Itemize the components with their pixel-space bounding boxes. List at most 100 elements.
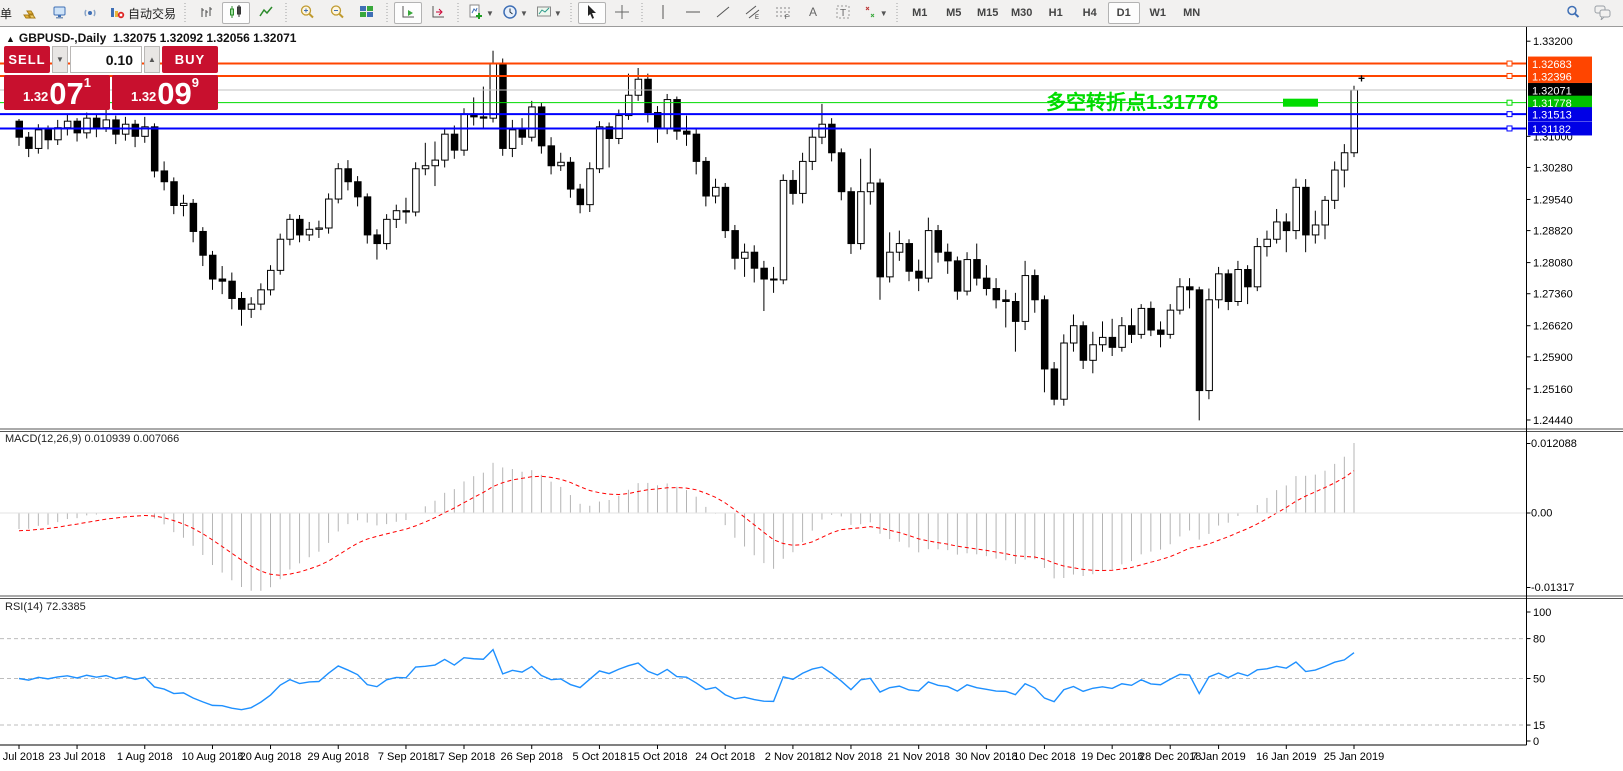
vertical-line-button[interactable]: [649, 2, 677, 24]
sell-price-prefix: 1.32: [22, 89, 49, 104]
tab-period-w1[interactable]: W1: [1149, 7, 1166, 19]
search-button[interactable]: [1559, 2, 1587, 24]
chat-button[interactable]: [1589, 2, 1617, 24]
tab-period-m1[interactable]: M1: [912, 7, 928, 19]
price-chart-canvas[interactable]: +1.332001.310001.302801.295401.288201.28…: [0, 27, 1623, 771]
arrows-icon: [862, 4, 878, 23]
hline-handle[interactable]: [1506, 60, 1513, 67]
hline-handle[interactable]: [1506, 111, 1513, 118]
candle-body: [189, 202, 198, 232]
gold-icon-button[interactable]: [16, 2, 44, 24]
candle-body: [441, 133, 449, 161]
candle-body: [605, 126, 614, 139]
date-axis-label: 21 Nov 2018: [887, 751, 949, 763]
tab-period-mn[interactable]: MN: [1183, 7, 1201, 19]
date-axis-label: 3 Jul 2018: [0, 751, 44, 763]
candlestick-chart-button[interactable]: [222, 2, 251, 24]
candle-body: [770, 278, 778, 281]
candle-body: [1292, 186, 1300, 232]
autotrading-button[interactable]: 自动交易: [106, 2, 179, 24]
candle-body: [1011, 301, 1020, 322]
candle-body: [112, 119, 120, 135]
candle-body: [1350, 89, 1359, 154]
candle-body: [1253, 246, 1262, 288]
tab-period-d1[interactable]: D1: [1107, 2, 1140, 24]
arrows-button[interactable]: ▼: [859, 2, 891, 24]
tab-period-h1[interactable]: H1: [1048, 7, 1063, 19]
sell-button[interactable]: SELL: [4, 46, 50, 73]
price-axis-tick: 1.26620: [1533, 321, 1573, 333]
cursor-button[interactable]: [577, 2, 606, 24]
search-icon: [1565, 4, 1581, 23]
candle-body: [1205, 299, 1213, 392]
candle-body: [344, 168, 352, 183]
candle-body: [905, 243, 914, 272]
tab-period-h4[interactable]: H4: [1082, 7, 1097, 19]
new-order-button-partial[interactable]: 单: [0, 6, 13, 21]
volume-step-up[interactable]: ▲: [144, 46, 160, 73]
arrows-dropdown-caret[interactable]: ▼: [879, 8, 888, 18]
tab-period-m15[interactable]: M15: [977, 7, 999, 19]
candle-body: [808, 136, 817, 162]
price-axis-tick: 1.28820: [1533, 226, 1573, 238]
tab-period-m30[interactable]: M30: [1011, 7, 1033, 19]
periods-dropdown-caret[interactable]: ▼: [519, 8, 528, 18]
candle-body: [828, 123, 836, 154]
candle-body: [799, 160, 807, 194]
price-axis-tick: 1.24440: [1533, 415, 1573, 427]
crosshair-button[interactable]: [608, 2, 636, 24]
candle-body: [1166, 309, 1175, 335]
trendline-button[interactable]: [709, 2, 737, 24]
candle-body: [731, 230, 739, 259]
chart-symbol-period: GBPUSD-,Daily: [18, 31, 107, 45]
turning-point-annotation[interactable]: 多空转折点1.31778: [1046, 92, 1219, 114]
periods-button[interactable]: ▼: [499, 2, 531, 24]
toolbar-grip: [182, 3, 190, 23]
indicators-dropdown-caret[interactable]: ▼: [486, 8, 494, 18]
hline-handle[interactable]: [1506, 99, 1513, 106]
hline-handle[interactable]: [1506, 72, 1513, 79]
volume-input[interactable]: 0.10: [70, 46, 142, 73]
templates-dropdown-caret[interactable]: ▼: [553, 8, 562, 18]
candle-body: [634, 78, 643, 96]
candle-body: [228, 280, 236, 299]
candle-body: [421, 165, 430, 170]
line-chart-icon: [258, 4, 274, 23]
candle-body: [1321, 199, 1329, 226]
rsi-axis-label: 100: [1533, 607, 1551, 619]
candle-body: [305, 228, 314, 236]
chart-shift-button[interactable]: [424, 2, 452, 24]
line-chart-button[interactable]: [252, 2, 280, 24]
terminal-button[interactable]: [46, 2, 74, 24]
buy-price[interactable]: 1.32 09 9: [112, 75, 218, 110]
signal-button[interactable]: [76, 2, 104, 24]
price-label-box: [1528, 95, 1592, 110]
tile-windows-button[interactable]: [353, 2, 381, 24]
auto-scroll-button[interactable]: [394, 2, 423, 24]
volume-step-down[interactable]: ▼: [52, 46, 68, 73]
fibonacci-button[interactable]: F: [769, 2, 797, 24]
sell-price[interactable]: 1.32 07 1: [4, 75, 110, 110]
indicators-button[interactable]: ▼: [465, 2, 497, 24]
candle-body: [1340, 152, 1349, 171]
candle-body: [1224, 273, 1233, 303]
zoom-out-button[interactable]: [323, 2, 351, 24]
hline-handle[interactable]: [1506, 125, 1513, 132]
templates-button[interactable]: ▼: [533, 2, 565, 24]
auto-scroll-icon: [400, 4, 416, 23]
zoom-in-button[interactable]: [293, 2, 321, 24]
buy-button[interactable]: BUY: [162, 46, 218, 73]
text-button[interactable]: A: [799, 2, 827, 24]
price-axis-tick: 1.29540: [1533, 194, 1573, 206]
toolbar-grip: [567, 3, 575, 23]
tab-period-m5[interactable]: M5: [946, 7, 962, 19]
bar-chart-button[interactable]: [192, 2, 220, 24]
candle-body: [576, 188, 585, 206]
channel-button[interactable]: E: [739, 2, 767, 24]
templates-icon: [536, 4, 552, 23]
collapse-marker-icon[interactable]: ▲: [6, 34, 15, 44]
horizontal-line-button[interactable]: [679, 2, 707, 24]
chat-icon: [1594, 4, 1612, 23]
text-label-button[interactable]: T: [829, 2, 857, 24]
annotation-dash-marker[interactable]: [1283, 98, 1318, 107]
